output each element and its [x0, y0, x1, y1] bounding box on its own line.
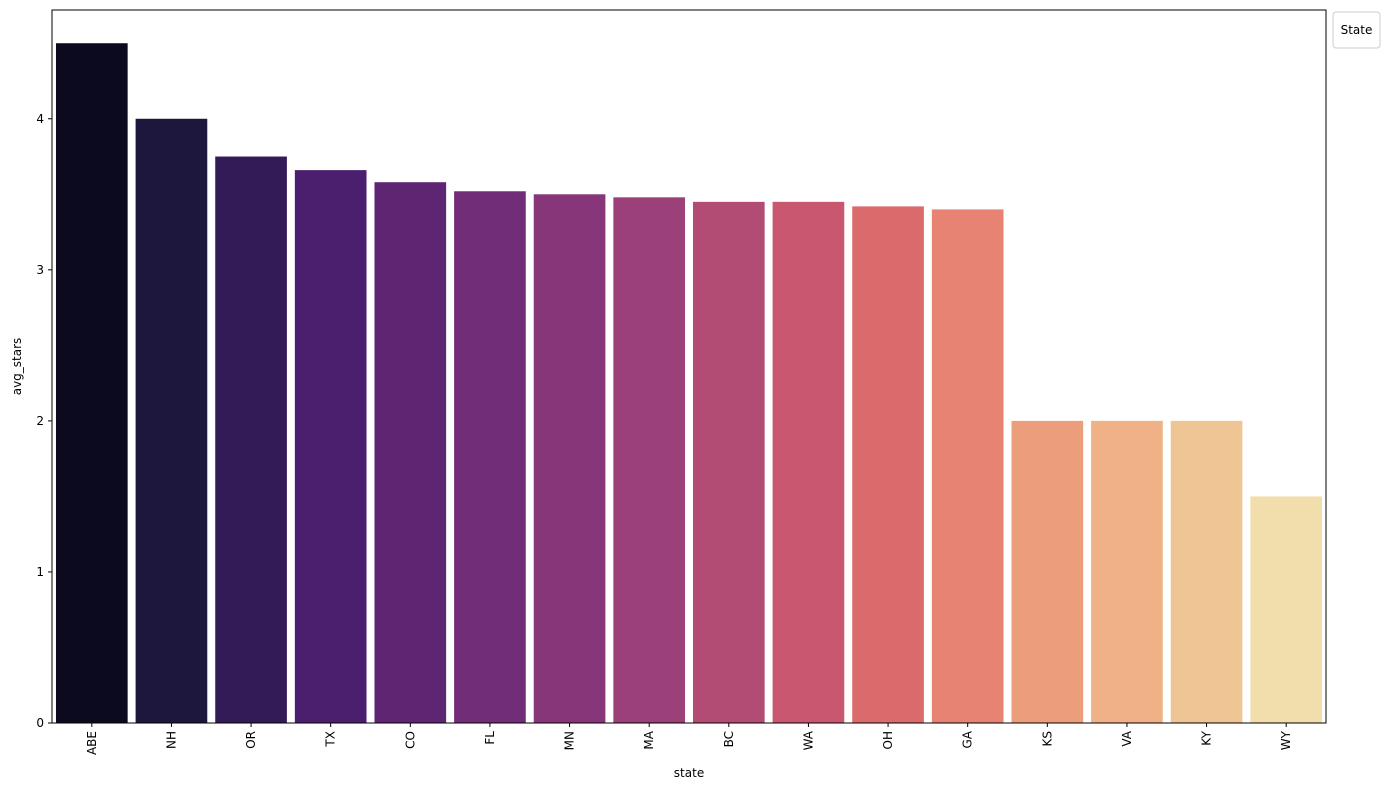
x-tick-label: WA: [801, 730, 815, 750]
x-tick-label: WY: [1279, 730, 1293, 750]
bar-abe: [55, 43, 128, 724]
bar-ky: [1170, 420, 1243, 723]
y-tick-label: 2: [36, 414, 44, 428]
x-tick-label: VA: [1120, 730, 1134, 746]
x-tick-label: KY: [1200, 730, 1214, 745]
x-tick-label: MN: [563, 731, 577, 750]
plot-frame: [51, 9, 1327, 724]
bars-group: [55, 43, 1323, 724]
bar-ga: [931, 209, 1004, 723]
x-tick-label: OR: [244, 731, 258, 749]
y-axis-ticks: 0 1 2 3 4: [36, 112, 52, 730]
y-tick-label: 0: [36, 716, 44, 730]
bar-mn: [533, 194, 606, 724]
x-axis-ticks: ABE NH OR TX CO FL MN MA BC WA OH GA KS VA KY WY: [85, 723, 1293, 755]
legend: State: [1332, 11, 1381, 49]
x-tick-label: OH: [881, 731, 895, 749]
bar-wa: [772, 201, 845, 723]
x-tick-label: GA: [961, 730, 975, 748]
bar-oh: [852, 206, 924, 723]
bar-co: [374, 182, 447, 723]
legend-title: State: [1341, 23, 1373, 37]
x-axis-label: state: [674, 766, 704, 780]
x-tick-label: KS: [1040, 731, 1054, 747]
bar-or: [215, 156, 287, 724]
bar-fl: [454, 191, 526, 723]
x-tick-label: BC: [722, 731, 736, 747]
y-tick-label: 3: [36, 263, 44, 277]
y-tick-label: 1: [36, 565, 44, 579]
bar-ks: [1011, 420, 1084, 723]
bar-va: [1091, 420, 1163, 723]
y-tick-label: 4: [36, 112, 44, 126]
x-tick-label: NH: [164, 731, 178, 749]
y-axis-label: avg_stars: [10, 338, 24, 396]
x-tick-label: MA: [642, 730, 656, 749]
bar-bc: [692, 201, 765, 723]
x-tick-label: ABE: [85, 731, 99, 755]
bar-wy: [1250, 496, 1323, 723]
legend-box: [1332, 11, 1381, 49]
bar-ma: [613, 197, 686, 724]
x-tick-label: CO: [403, 731, 417, 749]
x-tick-label: FL: [483, 731, 497, 745]
bar-nh: [135, 118, 208, 724]
x-tick-label: TX: [324, 731, 338, 748]
bar-tx: [294, 170, 367, 724]
